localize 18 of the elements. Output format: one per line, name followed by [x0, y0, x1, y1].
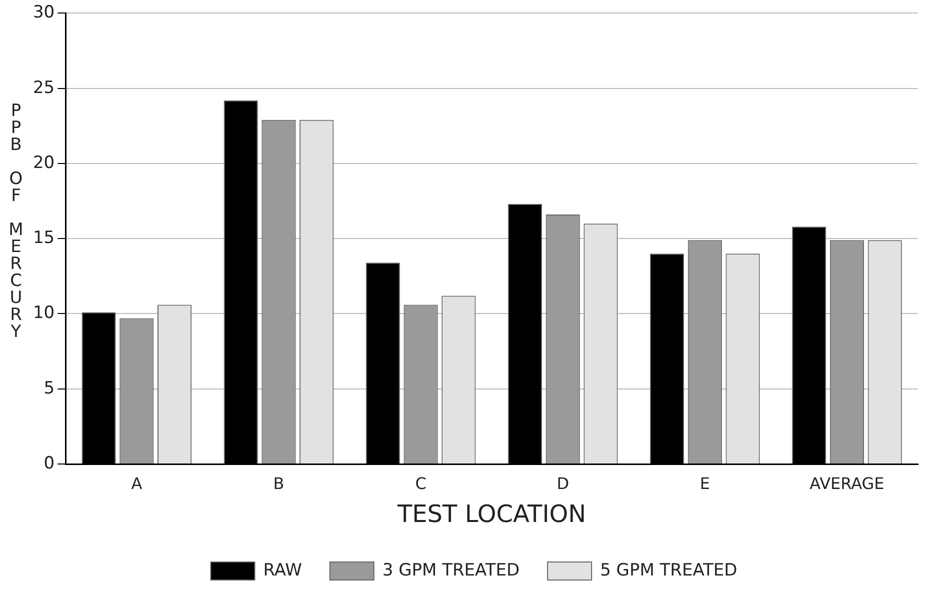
x-tick-label: C: [415, 474, 426, 493]
y-axis-title: PPB OF MERCURY: [6, 100, 27, 341]
y-tick-label: 20: [32, 152, 55, 173]
y-tick-label: 0: [44, 453, 55, 474]
x-tick-label: AVERAGE: [810, 474, 884, 493]
y-tick-label: 10: [32, 303, 55, 324]
legend-label: 5 GPM TREATED: [600, 560, 738, 580]
y-tick-label: 30: [32, 2, 55, 23]
x-tick-label: D: [556, 474, 570, 493]
y-tick-label: 15: [32, 228, 55, 248]
x-tick-label: B: [273, 474, 284, 493]
y-tick-label: 25: [32, 78, 55, 98]
y-tick-label: 5: [44, 378, 55, 398]
x-axis-title: TEST LOCATION: [396, 500, 586, 528]
x-tick-label: A: [131, 474, 142, 493]
x-tick-label: E: [700, 474, 710, 493]
legend-label: 3 GPM TREATED: [382, 560, 520, 580]
legend-label: RAW: [263, 560, 302, 580]
